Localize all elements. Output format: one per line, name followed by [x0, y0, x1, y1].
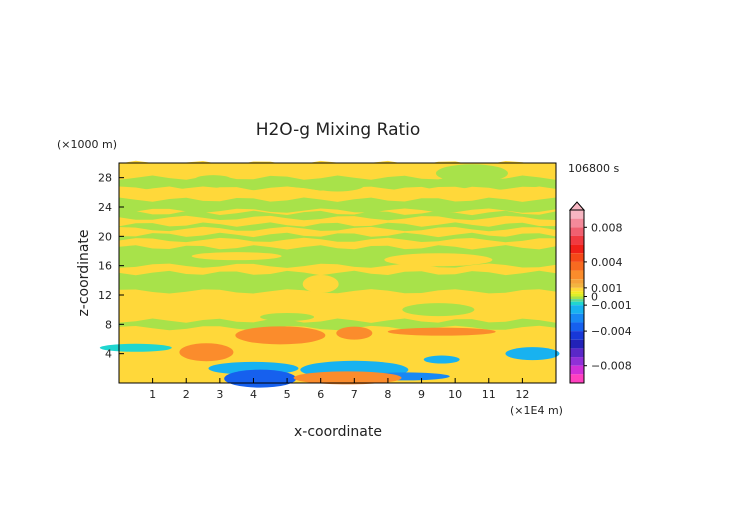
field-band	[119, 197, 556, 213]
field-feature	[384, 253, 493, 267]
colorbar-label: 0.001	[591, 282, 623, 295]
colorbar-level	[570, 283, 584, 288]
x-tick-label: 2	[183, 388, 190, 401]
colorbar-level	[570, 279, 584, 284]
colorbar-level	[570, 261, 584, 271]
y-axis-label: z-coordinate	[76, 229, 92, 316]
field-band	[119, 232, 556, 243]
x-tick-label: 4	[250, 388, 257, 401]
field-feature	[387, 327, 496, 336]
x-tick-label: 5	[284, 388, 291, 401]
field-band	[119, 210, 556, 221]
y-tick-label: 16	[98, 260, 112, 273]
field-feature	[310, 178, 365, 192]
y-tick-label: 24	[98, 201, 112, 214]
field-feature	[195, 175, 232, 184]
field-feature	[235, 326, 326, 345]
y-tick-label: 4	[105, 348, 112, 361]
colorbar-level	[570, 253, 584, 262]
x-tick-label: 7	[351, 388, 358, 401]
field-feature	[179, 343, 234, 362]
field-band	[119, 222, 556, 232]
colorbar-label: 0	[591, 291, 598, 304]
x-tick-label: 12	[515, 388, 529, 401]
x-tick-label: 6	[317, 388, 324, 401]
y-tick-label: 28	[98, 172, 112, 185]
colorbar-level	[570, 322, 584, 332]
colorbar-level	[570, 365, 584, 375]
colorbar-level	[570, 270, 584, 280]
field-feature	[505, 347, 560, 361]
x-tick-label: 8	[384, 388, 391, 401]
colorbar-label: −0.004	[591, 325, 632, 338]
colorbar-level	[570, 301, 584, 306]
colorbar-label: −0.008	[591, 360, 632, 373]
field-feature	[435, 164, 508, 183]
colorbar-level	[570, 374, 584, 383]
colorbar-level	[570, 218, 584, 228]
x-tick-label: 11	[482, 388, 496, 401]
colorbar-level	[570, 348, 584, 358]
colorbar-level	[570, 244, 584, 254]
colorbar-level	[570, 296, 584, 300]
field-band	[119, 296, 556, 323]
colorbar-label: 0.008	[591, 221, 623, 234]
time-label: 106800 s	[568, 162, 619, 175]
x-tick-label: 9	[418, 388, 425, 401]
x-tick-label: 10	[448, 388, 462, 401]
colorbar-level	[570, 287, 584, 292]
field-feature	[423, 355, 460, 364]
colorbar-level	[570, 339, 584, 349]
heatmap-field	[99, 160, 560, 388]
y-axis: 4 8 12 16 20 24 28	[98, 172, 124, 361]
colorbar-level	[570, 313, 584, 323]
colorbar-level	[570, 235, 584, 245]
field-feature	[302, 275, 339, 293]
field-feature	[99, 343, 172, 352]
colorbar-level	[570, 299, 584, 302]
colorbar-level	[570, 305, 584, 314]
x-axis-label: x-coordinate	[294, 424, 382, 440]
y-tick-label: 8	[105, 318, 112, 331]
field-band	[119, 186, 556, 202]
field-feature	[224, 369, 297, 388]
y-tick-label: 20	[98, 230, 112, 243]
colorbar-level	[570, 357, 584, 366]
colorbar-label: 0.004	[591, 256, 623, 269]
colorbar-label: −0.001	[591, 299, 632, 312]
field-feature	[336, 326, 373, 340]
x-tick-label: 3	[216, 388, 223, 401]
field-feature	[402, 303, 475, 317]
plot-frame	[118, 162, 557, 384]
chart-title: H2O-g Mixing Ratio	[256, 120, 421, 140]
colorbar-level	[570, 291, 584, 294]
x-unit-label: (×1E4 m)	[510, 404, 563, 417]
field-band	[119, 318, 556, 331]
field-feature	[293, 371, 402, 385]
x-axis: 1 2 3 4 5 6 7 8 9 10 11 12	[149, 378, 529, 401]
colorbar-arrow	[568, 201, 586, 211]
field-feature	[191, 252, 282, 261]
y-unit-label: (×1000 m)	[57, 138, 117, 151]
field-feature	[260, 313, 315, 321]
x-tick-label: 1	[149, 388, 156, 401]
colorbar-level	[570, 227, 584, 236]
colorbar-level	[570, 210, 584, 219]
colorbar-level	[570, 331, 584, 340]
y-tick-label: 12	[98, 289, 112, 302]
colorbar-level	[570, 293, 584, 297]
